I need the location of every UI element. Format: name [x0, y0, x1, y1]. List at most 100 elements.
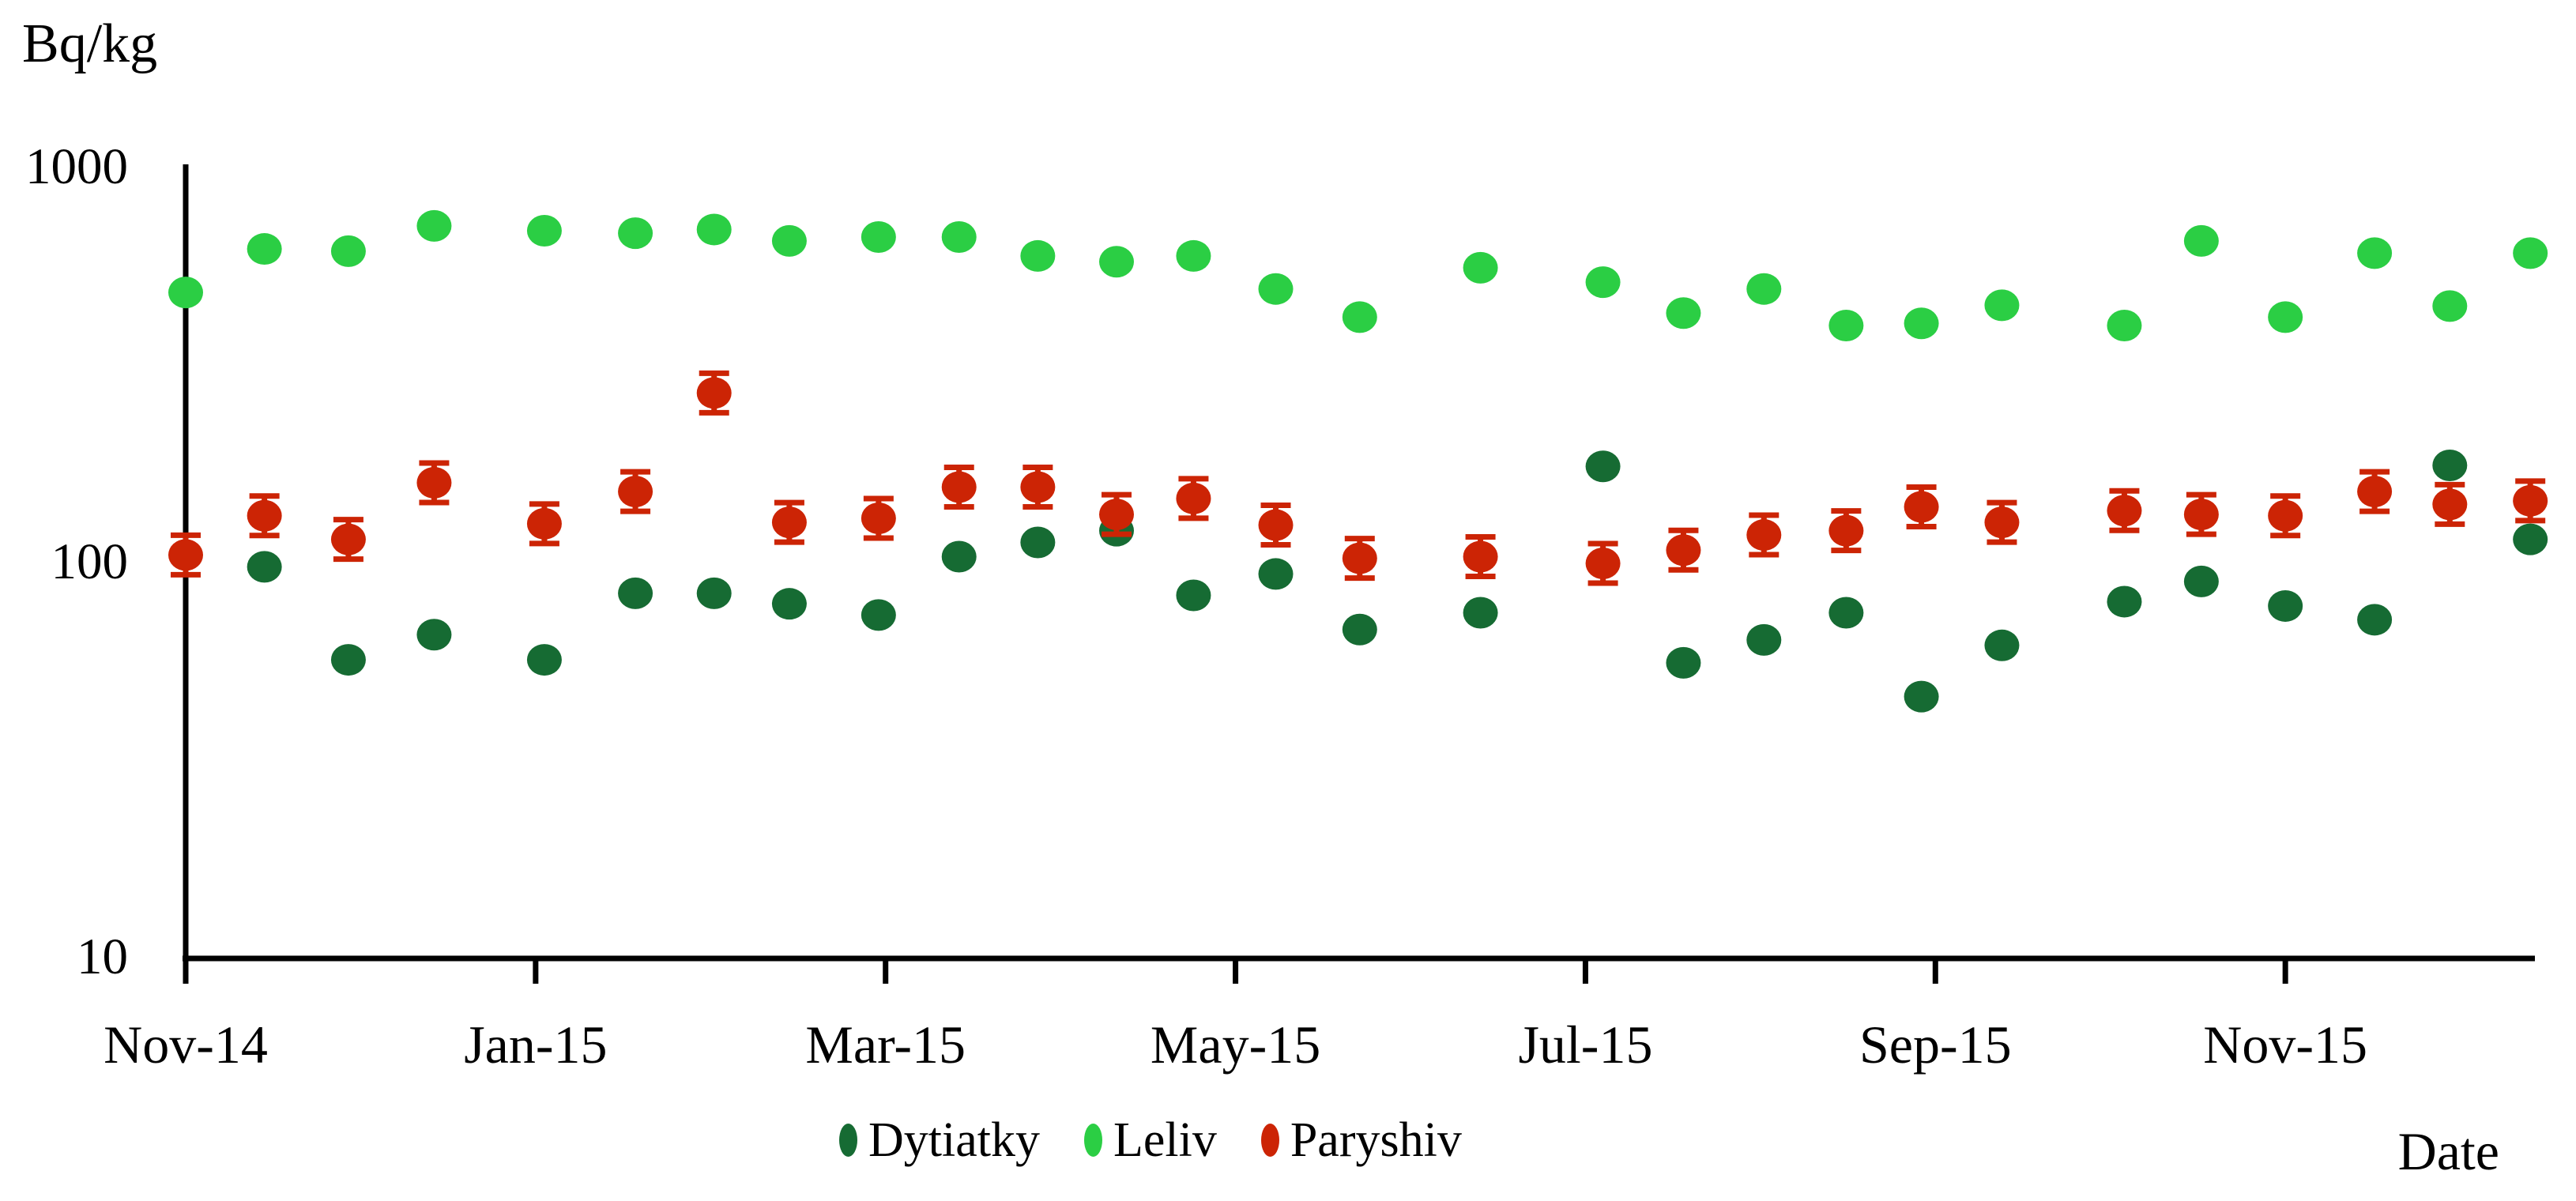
data-point-dytiatky — [1258, 558, 1294, 590]
data-point-dytiatky — [1746, 623, 1782, 656]
data-point-paryshiv — [618, 476, 653, 508]
data-point-paryshiv — [416, 466, 452, 499]
data-point-leliv — [696, 213, 732, 246]
data-point-leliv — [1020, 239, 1056, 272]
x-tick-label: Jan-15 — [464, 1015, 608, 1075]
x-tick-label: Mar-15 — [805, 1015, 966, 1075]
data-point-paryshiv — [526, 507, 562, 540]
legend-marker-icon — [1083, 1124, 1102, 1157]
data-point-leliv — [1176, 239, 1211, 272]
data-point-paryshiv — [1258, 509, 1294, 541]
data-point-leliv — [1904, 307, 1939, 340]
data-point-dytiatky — [2183, 565, 2219, 597]
data-point-leliv — [1984, 289, 2020, 322]
data-point-paryshiv — [1099, 499, 1135, 531]
data-point-dytiatky — [861, 599, 896, 631]
x-tick-label: Nov-14 — [104, 1015, 268, 1075]
data-point-leliv — [416, 209, 452, 242]
data-point-dytiatky — [2513, 523, 2548, 555]
x-tick-label: Sep-15 — [1859, 1015, 2012, 1075]
data-point-leliv — [2268, 301, 2303, 333]
data-point-paryshiv — [2268, 499, 2303, 532]
data-point-leliv — [861, 220, 896, 253]
data-point-leliv — [1342, 301, 1377, 333]
x-tick-label: Jul-15 — [1518, 1015, 1653, 1075]
data-point-leliv — [618, 217, 653, 250]
legend-item-paryshiv: Paryshiv — [1260, 1113, 1462, 1167]
data-point-leliv — [2513, 237, 2548, 269]
data-point-dytiatky — [2268, 589, 2303, 622]
data-point-leliv — [330, 235, 366, 267]
data-point-dytiatky — [1176, 579, 1211, 612]
data-point-leliv — [2357, 237, 2393, 269]
data-point-dytiatky — [1585, 450, 1621, 483]
data-point-paryshiv — [330, 523, 366, 555]
data-point-paryshiv — [168, 539, 203, 571]
data-point-dytiatky — [1020, 526, 1056, 559]
data-point-dytiatky — [1828, 597, 1864, 629]
data-point-dytiatky — [416, 619, 452, 651]
data-point-dytiatky — [1342, 613, 1377, 646]
data-point-dytiatky — [1666, 646, 1701, 679]
y-axis-unit-label: Bq/kg — [22, 13, 158, 74]
data-point-leliv — [1746, 273, 1782, 305]
legend-marker-icon — [1260, 1124, 1279, 1157]
data-point-paryshiv — [1984, 506, 2020, 539]
data-point-paryshiv — [861, 503, 896, 535]
data-point-leliv — [771, 224, 807, 257]
data-point-paryshiv — [1020, 471, 1056, 503]
data-point-paryshiv — [696, 377, 732, 409]
x-tick-label: May-15 — [1150, 1015, 1321, 1075]
data-point-paryshiv — [247, 499, 282, 532]
data-point-paryshiv — [771, 506, 807, 539]
data-point-dytiatky — [1904, 680, 1939, 713]
data-point-paryshiv — [2107, 495, 2142, 527]
data-point-paryshiv — [1176, 482, 1211, 514]
data-point-dytiatky — [771, 588, 807, 620]
data-point-paryshiv — [2432, 488, 2468, 521]
data-point-dytiatky — [2107, 585, 2142, 618]
y-tick-label: 100 — [51, 533, 129, 590]
data-point-dytiatky — [2432, 450, 2468, 482]
data-point-leliv — [1099, 246, 1135, 278]
y-tick-label: 10 — [77, 928, 128, 985]
data-point-dytiatky — [1463, 597, 1498, 629]
data-point-dytiatky — [696, 577, 732, 609]
x-tick-label: Nov-15 — [2203, 1015, 2368, 1075]
data-point-paryshiv — [2183, 499, 2219, 531]
legend-label: Dytiatky — [868, 1113, 1040, 1167]
chart-legend: Dytiatky Leliv Paryshiv — [839, 1116, 1462, 1165]
data-point-paryshiv — [1746, 519, 1782, 552]
y-tick-label: 1000 — [25, 138, 128, 195]
data-point-dytiatky — [2357, 604, 2393, 636]
legend-item-leliv: Leliv — [1083, 1113, 1217, 1167]
data-point-dytiatky — [941, 540, 977, 573]
legend-marker-icon — [839, 1124, 857, 1157]
data-point-paryshiv — [1904, 491, 1939, 523]
data-point-leliv — [168, 277, 203, 309]
data-point-leliv — [1258, 273, 1294, 305]
data-point-leliv — [247, 233, 282, 265]
data-point-paryshiv — [2357, 476, 2393, 508]
data-point-leliv — [2107, 309, 2142, 341]
data-point-leliv — [1828, 309, 1864, 341]
data-point-leliv — [1585, 266, 1621, 299]
legend-label: Leliv — [1113, 1113, 1217, 1167]
x-axis-title: Date — [2397, 1121, 2499, 1181]
data-point-leliv — [2183, 224, 2219, 257]
data-point-leliv — [526, 215, 562, 247]
data-point-dytiatky — [330, 644, 366, 676]
data-point-leliv — [1666, 297, 1701, 329]
data-point-paryshiv — [1585, 548, 1621, 579]
legend-item-dytiatky: Dytiatky — [839, 1116, 1040, 1165]
legend-label: Paryshiv — [1290, 1113, 1462, 1167]
data-point-leliv — [1463, 251, 1498, 284]
data-point-leliv — [2432, 290, 2468, 322]
data-point-paryshiv — [941, 471, 977, 503]
data-point-dytiatky — [247, 551, 282, 583]
data-point-paryshiv — [2513, 484, 2548, 517]
data-point-paryshiv — [1828, 514, 1864, 547]
data-point-dytiatky — [1984, 629, 2020, 661]
